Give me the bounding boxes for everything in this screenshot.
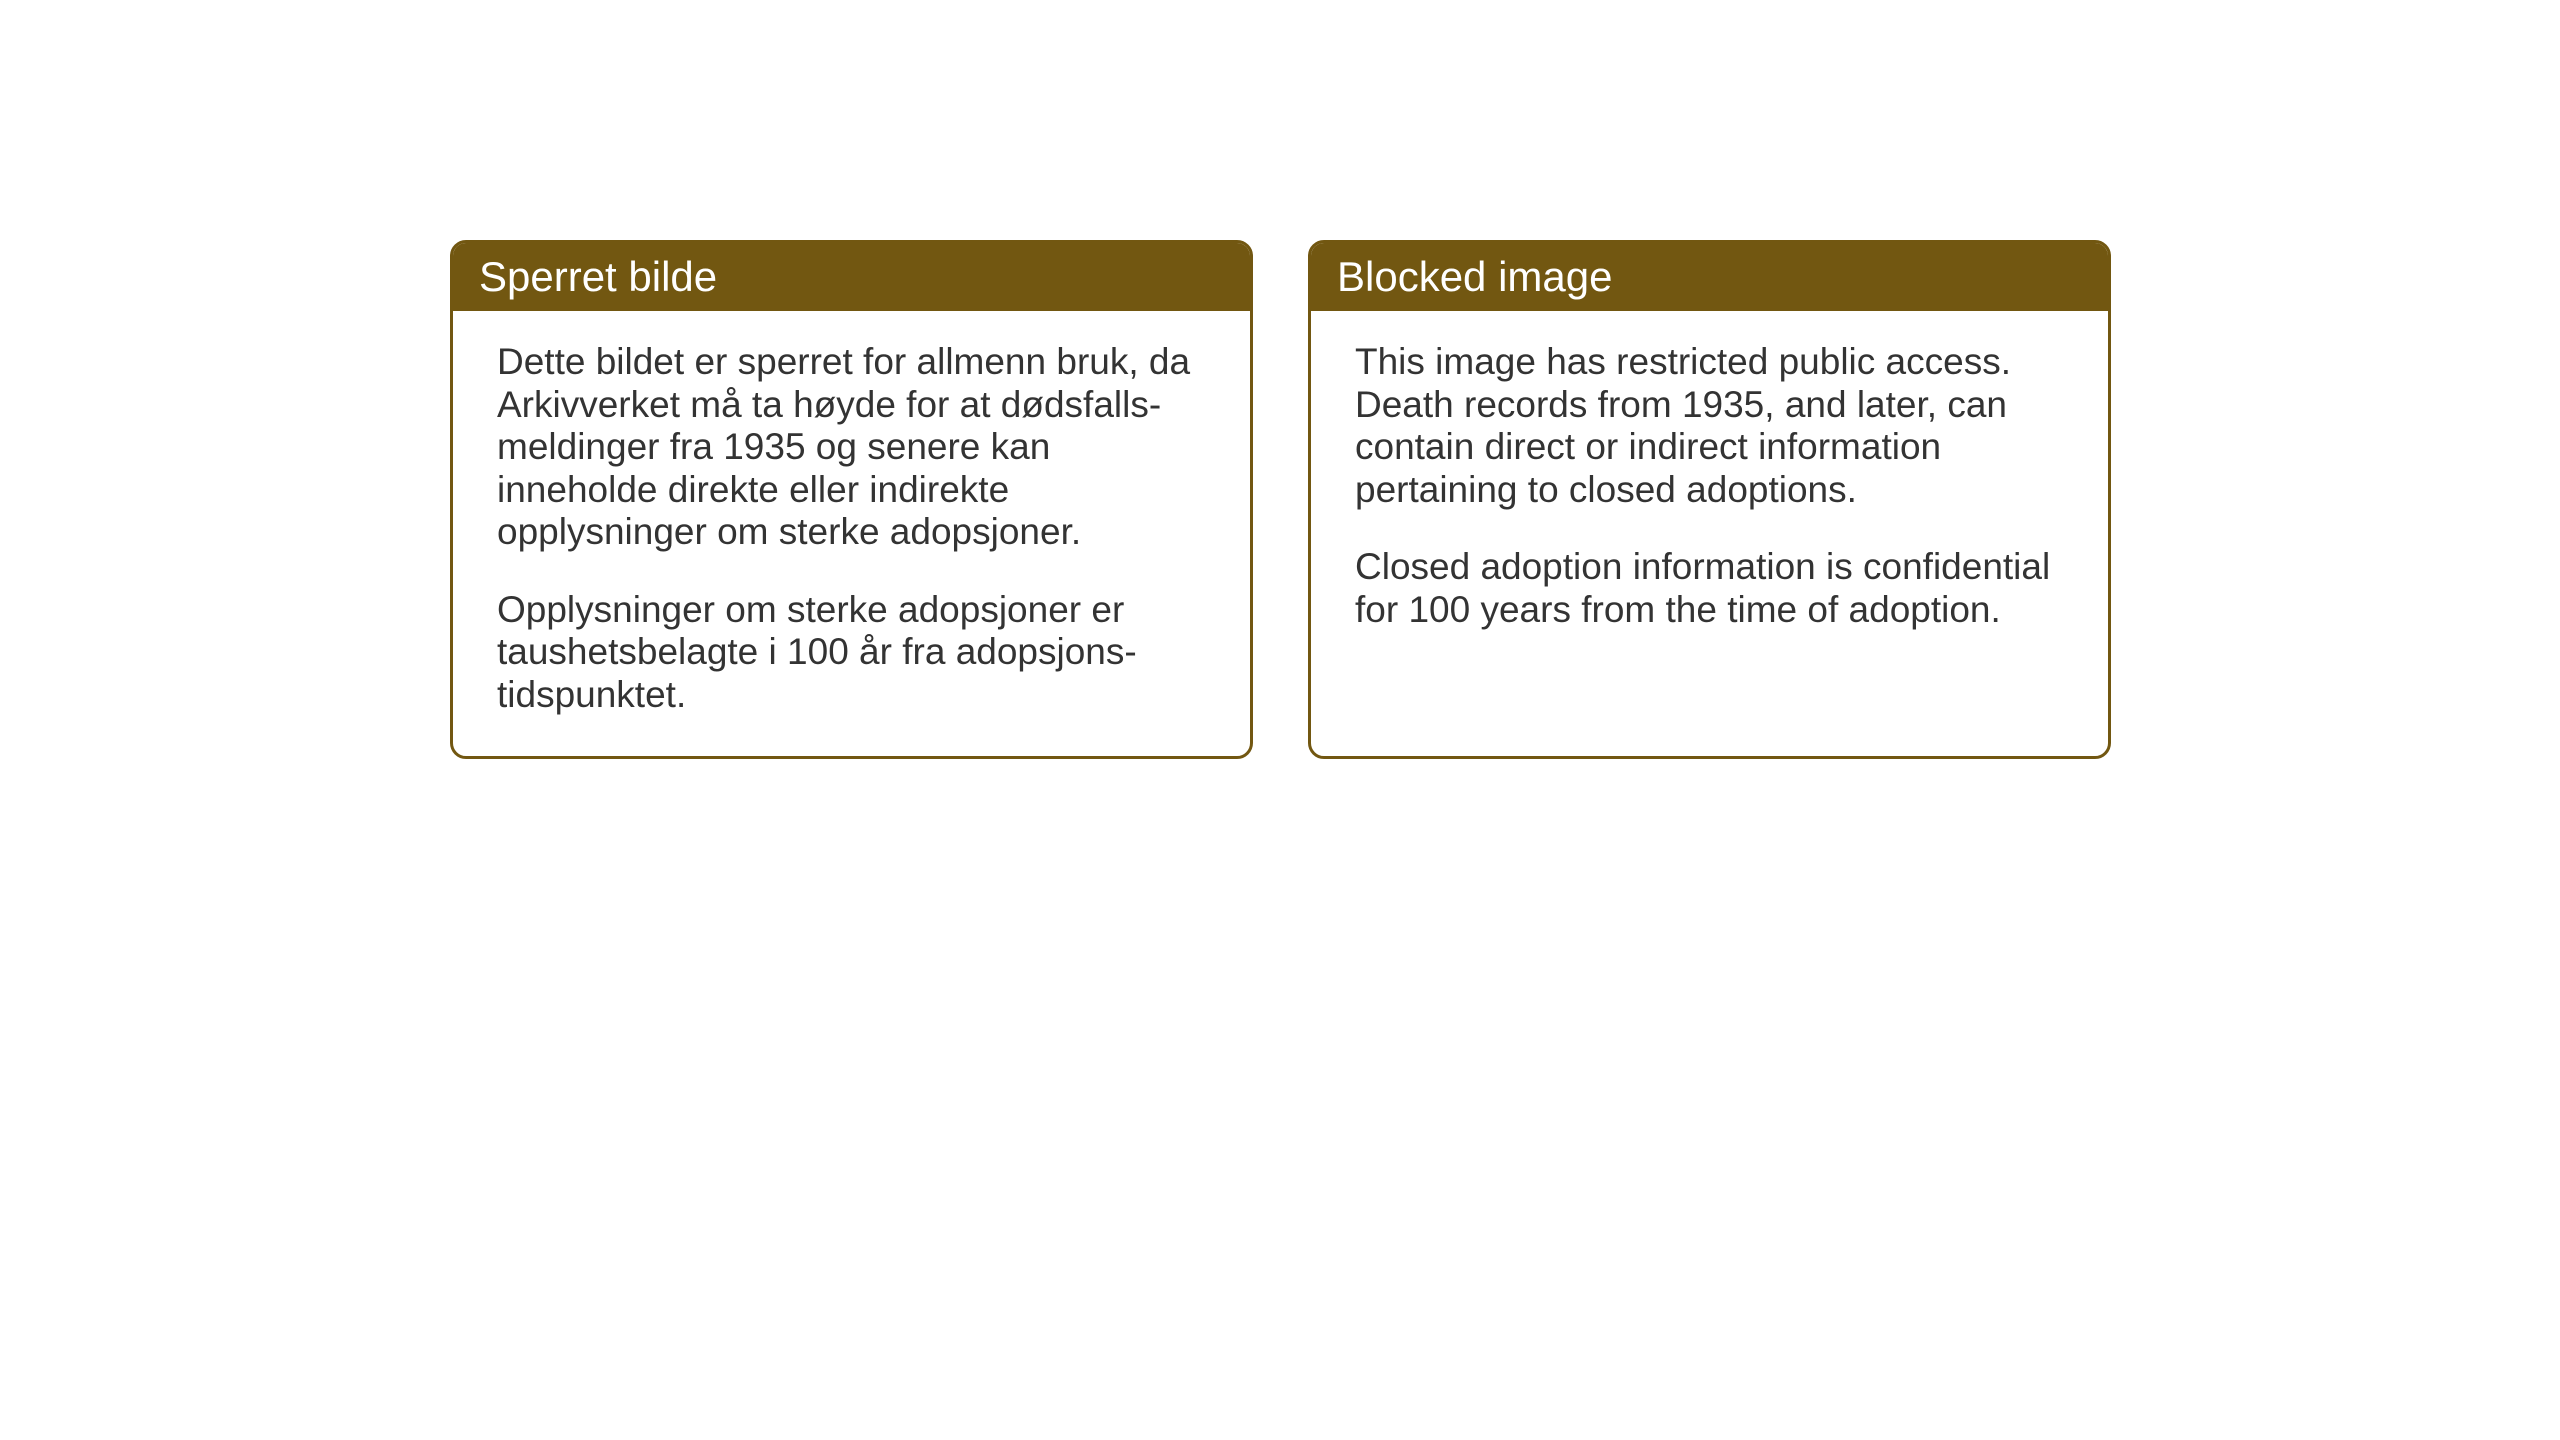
panel-english-header: Blocked image (1311, 243, 2108, 311)
panel-english-body: This image has restricted public access.… (1311, 311, 2108, 671)
panels-container: Sperret bilde Dette bildet er sperret fo… (450, 240, 2111, 759)
panel-english: Blocked image This image has restricted … (1308, 240, 2111, 759)
panel-norwegian-header: Sperret bilde (453, 243, 1250, 311)
panel-english-paragraph-2: Closed adoption information is confident… (1355, 546, 2064, 631)
panel-english-paragraph-1: This image has restricted public access.… (1355, 341, 2064, 511)
panel-norwegian-paragraph-1: Dette bildet er sperret for allmenn bruk… (497, 341, 1206, 554)
panel-norwegian: Sperret bilde Dette bildet er sperret fo… (450, 240, 1253, 759)
panel-norwegian-paragraph-2: Opplysninger om sterke adopsjoner er tau… (497, 589, 1206, 717)
panel-norwegian-body: Dette bildet er sperret for allmenn bruk… (453, 311, 1250, 756)
